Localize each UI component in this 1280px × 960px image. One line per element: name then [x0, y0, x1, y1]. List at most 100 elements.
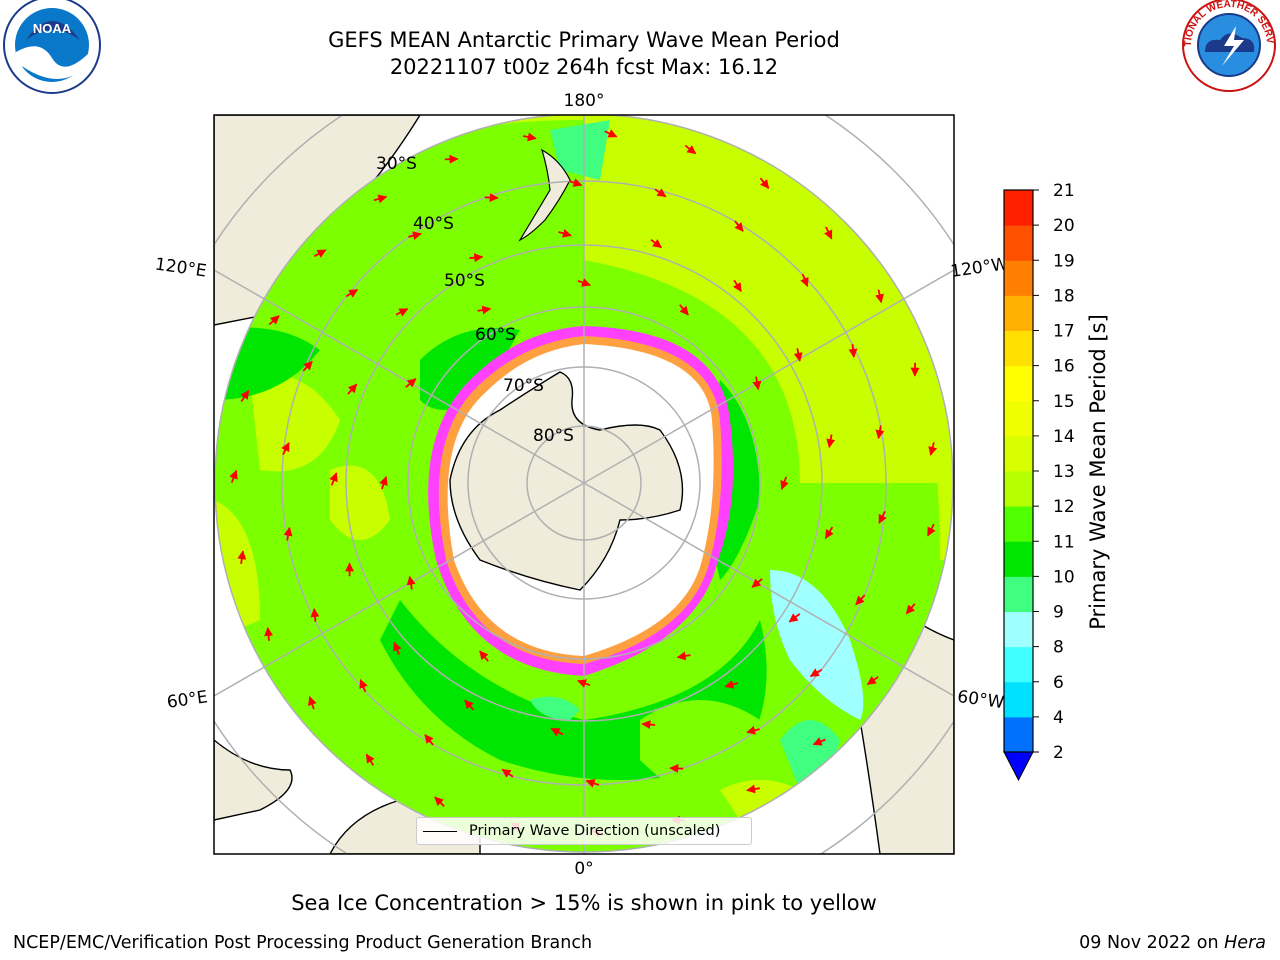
wave-direction-arrow — [824, 226, 833, 240]
colorbar-bin — [1004, 295, 1033, 331]
svg-text:NATIONAL WEATHER SERVICE: NATIONAL WEATHER SERVICE — [0, 0, 1275, 47]
parallel-label-80s: 80°S — [533, 426, 574, 446]
wave-direction-arrow — [405, 378, 417, 388]
wave-direction-arrow — [345, 288, 359, 298]
wave-direction-arrow — [793, 348, 803, 362]
noaa-logo-text: NOAA — [33, 21, 72, 36]
colorbar-bin — [1004, 330, 1033, 367]
antarctica-land — [449, 371, 684, 591]
wave-direction-arrow — [800, 273, 809, 288]
wave-direction-arrow — [875, 289, 884, 304]
wave-direction-arrow — [577, 679, 591, 688]
colorbar-tick-label: 16 — [1053, 357, 1075, 377]
wave-direction-arrow — [484, 193, 499, 203]
colorbar-bin — [1004, 260, 1033, 296]
wave-direction-arrow — [751, 578, 763, 588]
wave-direction-arrow — [676, 651, 691, 661]
wave-direction-arrow — [641, 720, 656, 730]
wave-direction-arrow — [679, 304, 689, 316]
colorbar-tick-label: 21 — [1053, 181, 1075, 201]
wave-direction-arrow — [308, 696, 317, 710]
meridian-label-0: 0° — [574, 859, 593, 879]
meridian-label-120w: 120°W — [949, 254, 1009, 282]
wave-direction-arrow — [650, 238, 663, 249]
parallel-label-70s: 70°S — [503, 376, 544, 396]
new-zealand-land — [518, 148, 571, 242]
colorbar-bin — [1004, 190, 1033, 226]
wave-direction-arrow — [444, 154, 459, 164]
colorbar-bin — [1004, 506, 1033, 542]
colorbar-bin — [1004, 681, 1033, 718]
wave-direction-arrow — [759, 177, 770, 189]
wave-direction-arrow — [365, 753, 375, 766]
map-frame — [213, 114, 955, 855]
wave-direction-arrow — [359, 678, 368, 693]
wave-direction-arrow — [928, 442, 938, 456]
wave-direction-arrow — [875, 425, 885, 440]
meridian-label-120e: 120°E — [154, 255, 208, 282]
wave-direction-arrow — [684, 144, 697, 155]
footer-date: 09 Nov 2022 on Hera — [1079, 933, 1266, 953]
colorbar-label: Primary Wave Mean Period [s] — [1086, 314, 1110, 630]
wave-direction-arrow — [550, 727, 564, 737]
wave-direction-arrow — [577, 278, 591, 287]
wave-direction-arrow — [569, 178, 583, 187]
wave-direction-arrow — [585, 779, 599, 788]
wave-direction-arrow — [229, 469, 238, 484]
wave-direction-arrow — [848, 344, 858, 358]
wave-direction-arrow — [752, 376, 762, 391]
colorbar-tick-label: 20 — [1053, 216, 1075, 236]
meridian-label-60w: 60°W — [956, 687, 1005, 713]
colorbar-tick-label: 13 — [1053, 462, 1075, 482]
wave-direction-arrow — [237, 550, 247, 565]
meridian-label-60e: 60°E — [166, 687, 209, 712]
meridian-label-180: 180° — [564, 91, 605, 111]
wave-direction-arrow — [905, 603, 916, 615]
wave-direction-arrow — [732, 279, 742, 293]
noaa-logo-icon: NOAA — [3, 0, 101, 94]
wave-direction-arrow — [824, 526, 834, 539]
footer-credit: NCEP/EMC/Verification Post Processing Pr… — [13, 933, 593, 953]
wave-direction-arrow — [302, 360, 313, 372]
wave-direction-arrow — [395, 308, 409, 317]
colorbar-tick-label: 11 — [1053, 532, 1075, 552]
colorbar-tick-label: 9 — [1053, 603, 1064, 623]
colorbar-bin — [1004, 716, 1033, 753]
map-title: GEFS MEAN Antarctic Primary Wave Mean Pe… — [328, 28, 840, 52]
nws-logo-icon: NATIONAL WEATHER SERVICE — [0, 0, 1276, 92]
legend-line-swatch — [423, 830, 457, 832]
wave-direction-arrow — [283, 526, 293, 541]
wave-direction-arrow — [313, 249, 327, 258]
colorbar: 2 4 6 8 9 10 11 12 13 14 15 16 17 18 19 20 21 — [1003, 181, 1075, 782]
wave-direction-arrow — [479, 650, 489, 662]
wave-direction-arrow — [809, 668, 823, 678]
sea-ice-note: Sea Ice Concentration > 15% is shown in … — [291, 891, 877, 915]
wave-direction-arrow — [373, 194, 388, 204]
wave-direction-arrow — [812, 737, 826, 746]
wave-direction-arrow — [734, 220, 744, 232]
wave-direction-arrow — [264, 627, 274, 641]
colorbar-tick-label: 8 — [1053, 638, 1064, 658]
wave-direction-arrow — [347, 383, 358, 395]
wave-direction-arrow — [281, 442, 290, 456]
colorbar-bin — [1004, 400, 1033, 437]
colorbar-tick-label: 17 — [1053, 322, 1075, 342]
parallel-label-60s: 60°S — [475, 325, 516, 345]
wave-direction-arrow — [746, 725, 760, 735]
parallel-label-40s: 40°S — [413, 214, 454, 234]
map-subtitle: 20221107 t00z 264h fcst Max: 16.12 — [389, 55, 779, 79]
wave-direction-arrow — [654, 188, 667, 198]
colorbar-bin — [1004, 541, 1033, 577]
wave-direction-arrow — [434, 796, 445, 807]
wave-direction-arrow — [477, 305, 492, 315]
colorbar-tick-label: 12 — [1053, 497, 1075, 517]
colorbar-bin — [1004, 471, 1033, 507]
wave-direction-arrow — [522, 132, 537, 142]
colorbar-tick-label: 18 — [1053, 286, 1075, 306]
colorbar-tick-label: 4 — [1053, 708, 1064, 728]
colorbar-bin — [1004, 365, 1033, 402]
wave-direction-arrow — [855, 594, 866, 606]
wave-direction-arrow — [927, 523, 936, 537]
colorbar-tick-label: 2 — [1053, 743, 1064, 763]
legend-label: Primary Wave Direction (unscaled) — [469, 823, 721, 839]
